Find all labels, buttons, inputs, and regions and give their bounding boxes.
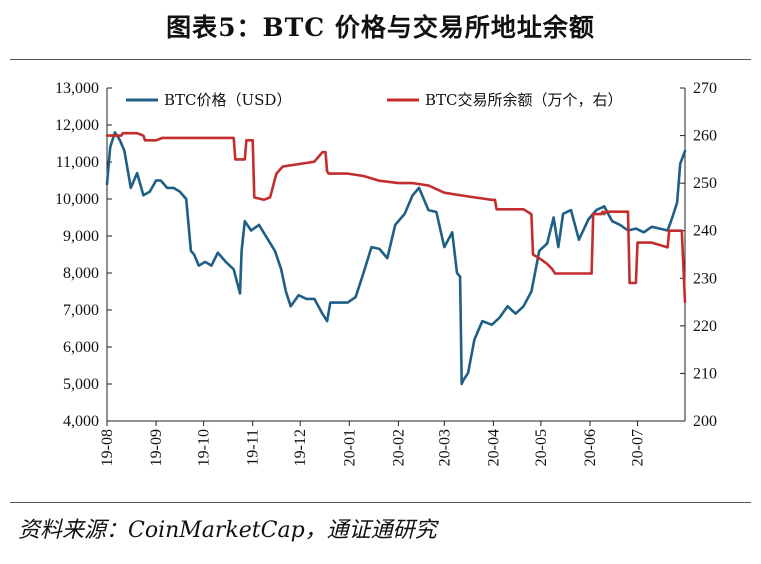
right-tick-label: 240 bbox=[693, 223, 717, 240]
right-tick-label: 230 bbox=[693, 270, 717, 287]
x-tick-label: 20-05 bbox=[533, 429, 550, 466]
x-tick-label: 19-08 bbox=[99, 429, 116, 466]
right-tick-label: 220 bbox=[693, 318, 717, 335]
title-rule bbox=[10, 59, 751, 60]
left-tick-label: 5,000 bbox=[63, 376, 99, 393]
legend: BTC价格（USD） BTC交易所余额（万个，右） bbox=[126, 91, 623, 109]
left-tick-label: 8,000 bbox=[63, 265, 99, 282]
exchange-balance-line bbox=[105, 131, 687, 304]
x-tick-label: 20-04 bbox=[485, 429, 502, 466]
axes: 13,000 12,000 11,000 10,000 9,000 8,000 7,000 6… bbox=[55, 80, 717, 466]
x-tick-label: 19-11 bbox=[245, 429, 262, 466]
x-tick-label: 19-12 bbox=[292, 429, 309, 466]
left-tick-label: 4,000 bbox=[63, 413, 99, 430]
x-tick-label: 20-03 bbox=[436, 429, 453, 466]
right-tick-label: 260 bbox=[693, 128, 717, 145]
right-tick-label: 250 bbox=[693, 175, 717, 192]
x-tick-label: 20-06 bbox=[582, 429, 599, 466]
legend-label: BTC价格（USD） bbox=[164, 91, 291, 109]
left-tick-label: 6,000 bbox=[63, 339, 99, 356]
left-tick-label: 9,000 bbox=[63, 228, 99, 245]
x-tick-label: 19-09 bbox=[148, 429, 165, 466]
left-tick-label: 13,000 bbox=[55, 80, 99, 97]
source-rule bbox=[10, 502, 751, 503]
chart-title: 图表5：BTC 价格与交易所地址余额 bbox=[166, 13, 595, 42]
source-note: 资料来源：CoinMarketCap，通证通研究 bbox=[18, 518, 437, 543]
left-tick-label: 10,000 bbox=[55, 191, 99, 208]
right-tick-label: 270 bbox=[693, 80, 717, 97]
left-tick-label: 7,000 bbox=[63, 302, 99, 319]
right-tick-label: 210 bbox=[693, 365, 717, 382]
x-tick-label: 19-10 bbox=[196, 429, 213, 466]
x-tick-label: 20-07 bbox=[629, 429, 646, 466]
legend-label: BTC交易所余额（万个，右） bbox=[425, 91, 623, 109]
series-layer bbox=[105, 131, 687, 386]
right-tick-label: 200 bbox=[693, 413, 717, 430]
x-tick-label: 20-01 bbox=[341, 429, 358, 466]
left-tick-label: 12,000 bbox=[55, 117, 99, 134]
chart-area: 13,000 12,000 11,000 10,000 9,000 8,000 7,000 6… bbox=[55, 80, 717, 466]
btc-price-line bbox=[105, 131, 687, 386]
left-tick-label: 11,000 bbox=[56, 154, 99, 171]
x-tick-label: 20-02 bbox=[390, 429, 407, 466]
